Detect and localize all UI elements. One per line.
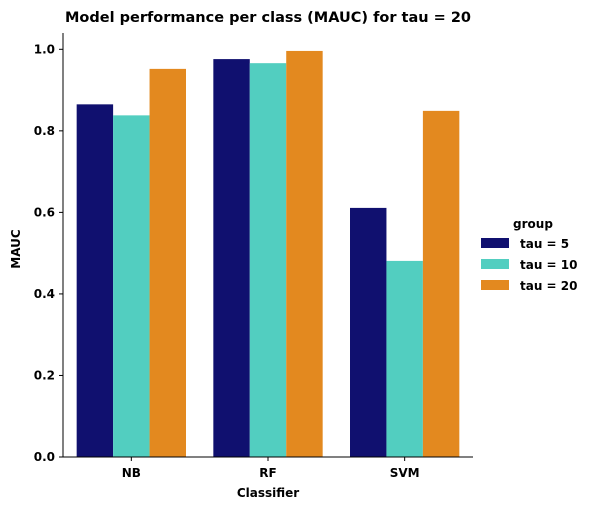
y-tick-label: 0.0 [34, 450, 55, 464]
legend-title: group [513, 217, 553, 231]
legend-swatch [481, 259, 509, 269]
y-tick-label: 0.2 [34, 368, 55, 382]
bar-nb-series-3 [149, 68, 186, 457]
bar-rf-series-1 [213, 59, 250, 457]
x-axis: NB RF SVM [63, 456, 473, 480]
legend: group tau = 5 tau = 10 tau = 20 [481, 217, 578, 293]
x-tick-label: RF [259, 466, 276, 480]
bar-svm-series-1 [350, 207, 387, 457]
chart-title: Model performance per class (MAUC) for t… [65, 10, 471, 26]
bar-nb-series-1 [76, 104, 114, 457]
y-tick-label: 0.4 [34, 287, 55, 301]
legend-label: tau = 10 [520, 258, 578, 272]
bar-rf-series-3 [286, 50, 323, 457]
legend-swatch [481, 280, 509, 290]
x-axis-label: Classifier [237, 486, 299, 500]
bar-svm-series-2 [386, 260, 423, 457]
y-axis: 0.0 0.2 0.4 0.6 0.8 1.0 [34, 33, 64, 464]
x-tick-label: SVM [390, 466, 420, 480]
bar-nb-series-2 [113, 115, 150, 457]
bar-svm-series-3 [422, 110, 460, 457]
y-tick-label: 0.8 [34, 124, 55, 138]
y-axis-label: MAUC [9, 229, 23, 269]
legend-swatch [481, 238, 509, 248]
bars-group [76, 50, 460, 458]
bar-rf-series-2 [249, 63, 287, 458]
x-tick-label: NB [122, 466, 141, 480]
legend-label: tau = 20 [520, 279, 578, 293]
legend-label: tau = 5 [520, 237, 569, 251]
y-tick-label: 0.6 [34, 205, 55, 219]
y-tick-label: 1.0 [34, 42, 55, 56]
